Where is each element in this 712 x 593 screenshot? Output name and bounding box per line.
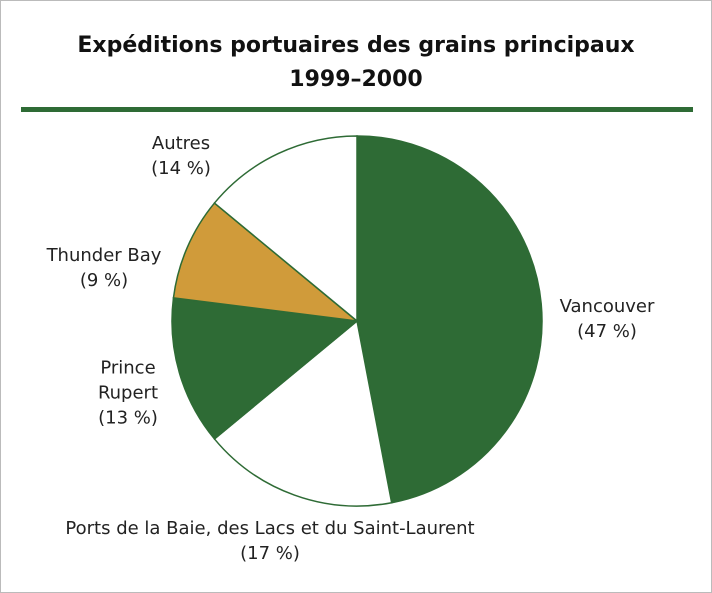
slice-value: (14 %) bbox=[151, 158, 211, 179]
slice-name: Ports de la Baie, des Lacs et du Saint-L… bbox=[65, 518, 475, 539]
pie-slice bbox=[213, 135, 358, 323]
chart-subtitle: 1999–2000 bbox=[289, 67, 423, 92]
pie-slice bbox=[171, 296, 359, 440]
slice-label: Thunder Bay (9 %) bbox=[47, 243, 162, 293]
chart-title: Expéditions portuaires des grains princi… bbox=[77, 33, 635, 58]
slice-name: Thunder Bay bbox=[46, 245, 162, 266]
slice-name: Prince Rupert bbox=[97, 357, 159, 404]
title-rule bbox=[21, 107, 693, 112]
slice-name: Autres bbox=[151, 133, 211, 154]
pie-slice bbox=[213, 319, 393, 507]
pie-slice bbox=[356, 135, 543, 504]
slice-name: Vancouver bbox=[559, 296, 655, 317]
slice-value: (9 %) bbox=[79, 270, 129, 291]
slice-value: (13 %) bbox=[98, 407, 158, 429]
slice-value: (47 %) bbox=[577, 321, 637, 342]
slice-label: Ports de la Baie, des Lacs et du Saint-L… bbox=[65, 516, 474, 566]
slice-label: Prince Rupert (13 %) bbox=[83, 356, 173, 431]
slice-value: (17 %) bbox=[240, 543, 300, 564]
slice-label: Autres (14 %) bbox=[151, 131, 211, 181]
slice-label: Vancouver (47 %) bbox=[560, 294, 655, 344]
pie-slice bbox=[172, 202, 360, 323]
